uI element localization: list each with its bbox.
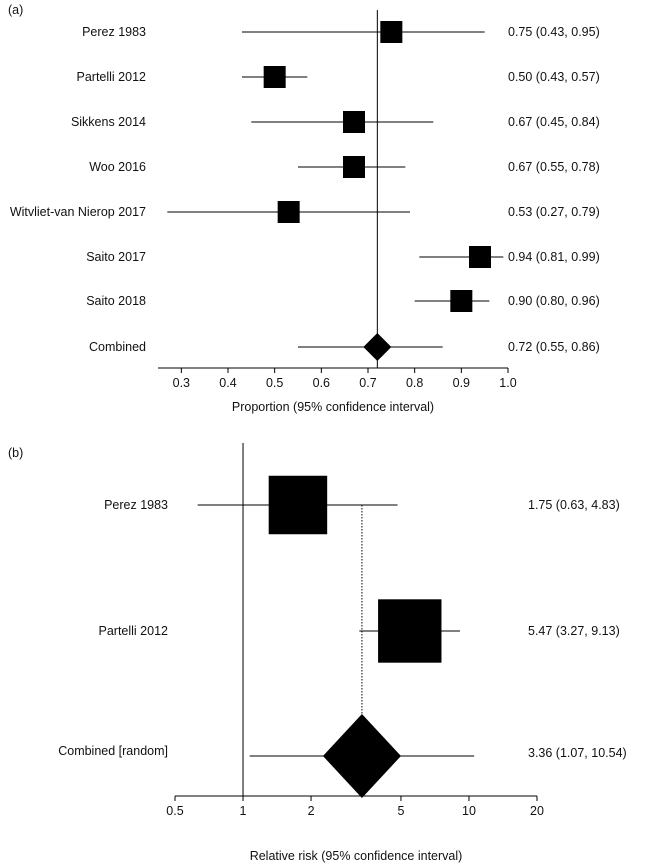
panel-a-study-label-sikkens-2014: Sikkens 2014 <box>71 115 146 129</box>
panel-b-tick-label-5: 5 <box>397 804 404 818</box>
panel-b-tick-label-1: 1 <box>240 804 247 818</box>
panel-b-combined-diamond <box>323 714 401 798</box>
panel-a-point-estimate-woo-2016 <box>343 156 365 178</box>
panel-a-tick-label-0-7: 0.7 <box>359 376 376 390</box>
panel-a-combined-label: Combined <box>89 340 146 354</box>
panel-a-point-estimate-saito-2017 <box>469 246 491 268</box>
panel-a-tick-label-1-0: 1.0 <box>499 376 516 390</box>
panel-a-x-axis-title: Proportion (95% confidence interval) <box>232 400 434 414</box>
panel-a-tick-label-0-4: 0.4 <box>219 376 236 390</box>
panel-a-point-estimate-sikkens-2014 <box>343 111 365 133</box>
panel-b-point-estimate-partelli-2012 <box>378 599 441 662</box>
panel-a-tick-label-0-3: 0.3 <box>173 376 190 390</box>
panel-a-point-estimate-saito-2018 <box>450 290 472 312</box>
panel-b-tick-label-20: 20 <box>530 804 544 818</box>
panel-a-point-estimate-witvliet-van-nierop-2017 <box>278 201 300 223</box>
panel-b-study-label-perez-1983: Perez 1983 <box>104 498 168 512</box>
panel-b-label: (b) <box>8 446 23 460</box>
panel-b-ci-text-perez-1983: 1.75 (0.63, 4.83) <box>528 498 620 512</box>
panel-b-tick-label-10: 10 <box>462 804 476 818</box>
panel-a-study-label-saito-2018: Saito 2018 <box>86 294 146 308</box>
panel-a-tick-label-0-5: 0.5 <box>266 376 283 390</box>
panel-a-ci-text-saito-2017: 0.94 (0.81, 0.99) <box>508 250 600 264</box>
panel-a-combined-diamond <box>363 333 391 361</box>
panel-a-study-label-woo-2016: Woo 2016 <box>89 160 146 174</box>
panel-a-study-label-perez-1983: Perez 1983 <box>82 25 146 39</box>
panel-a-tick-label-0-9: 0.9 <box>453 376 470 390</box>
panel-a-ci-text-partelli-2012: 0.50 (0.43, 0.57) <box>508 70 600 84</box>
panel-a-study-label-witvliet-van-nierop-2017: Witvliet-van Nierop 2017 <box>10 205 146 219</box>
panel-a-point-estimate-partelli-2012 <box>264 66 286 88</box>
panel-a-tick-label-0-8: 0.8 <box>406 376 423 390</box>
panel-b-combined-ci-text: 3.36 (1.07, 10.54) <box>528 746 627 760</box>
panel-b-ci-text-partelli-2012: 5.47 (3.27, 9.13) <box>528 624 620 638</box>
panel-b-study-label-partelli-2012: Partelli 2012 <box>99 624 169 638</box>
panel-a-study-label-saito-2017: Saito 2017 <box>86 250 146 264</box>
panel-a-tick-label-0-6: 0.6 <box>313 376 330 390</box>
forest-plot-figure: (a) Perez 1983 0.75 (0.43, 0.95) Partelli 2… <box>0 0 647 865</box>
panel-a-study-label-partelli-2012: Partelli 2012 <box>77 70 147 84</box>
panel-a-ci-text-sikkens-2014: 0.67 (0.45, 0.84) <box>508 115 600 129</box>
panel-b-combined-label: Combined [random] <box>58 744 168 758</box>
panel-a-ci-text-saito-2018: 0.90 (0.80, 0.96) <box>508 294 600 308</box>
panel-b-tick-label-2: 2 <box>308 804 315 818</box>
panel-b-point-estimate-perez-1983 <box>269 476 327 534</box>
panel-a-point-estimate-perez-1983 <box>380 21 402 43</box>
panel-a-ci-text-woo-2016: 0.67 (0.55, 0.78) <box>508 160 600 174</box>
panel-b-tick-label-0-5: 0.5 <box>166 804 183 818</box>
panel-a-ci-text-witvliet-van-nierop-2017: 0.53 (0.27, 0.79) <box>508 205 600 219</box>
panel-b-x-axis-title: Relative risk (95% confidence interval) <box>250 849 463 863</box>
panel-a-combined-ci-text: 0.72 (0.55, 0.86) <box>508 340 600 354</box>
panel-a-ci-text-perez-1983: 0.75 (0.43, 0.95) <box>508 25 600 39</box>
panel-a-label: (a) <box>8 3 23 17</box>
